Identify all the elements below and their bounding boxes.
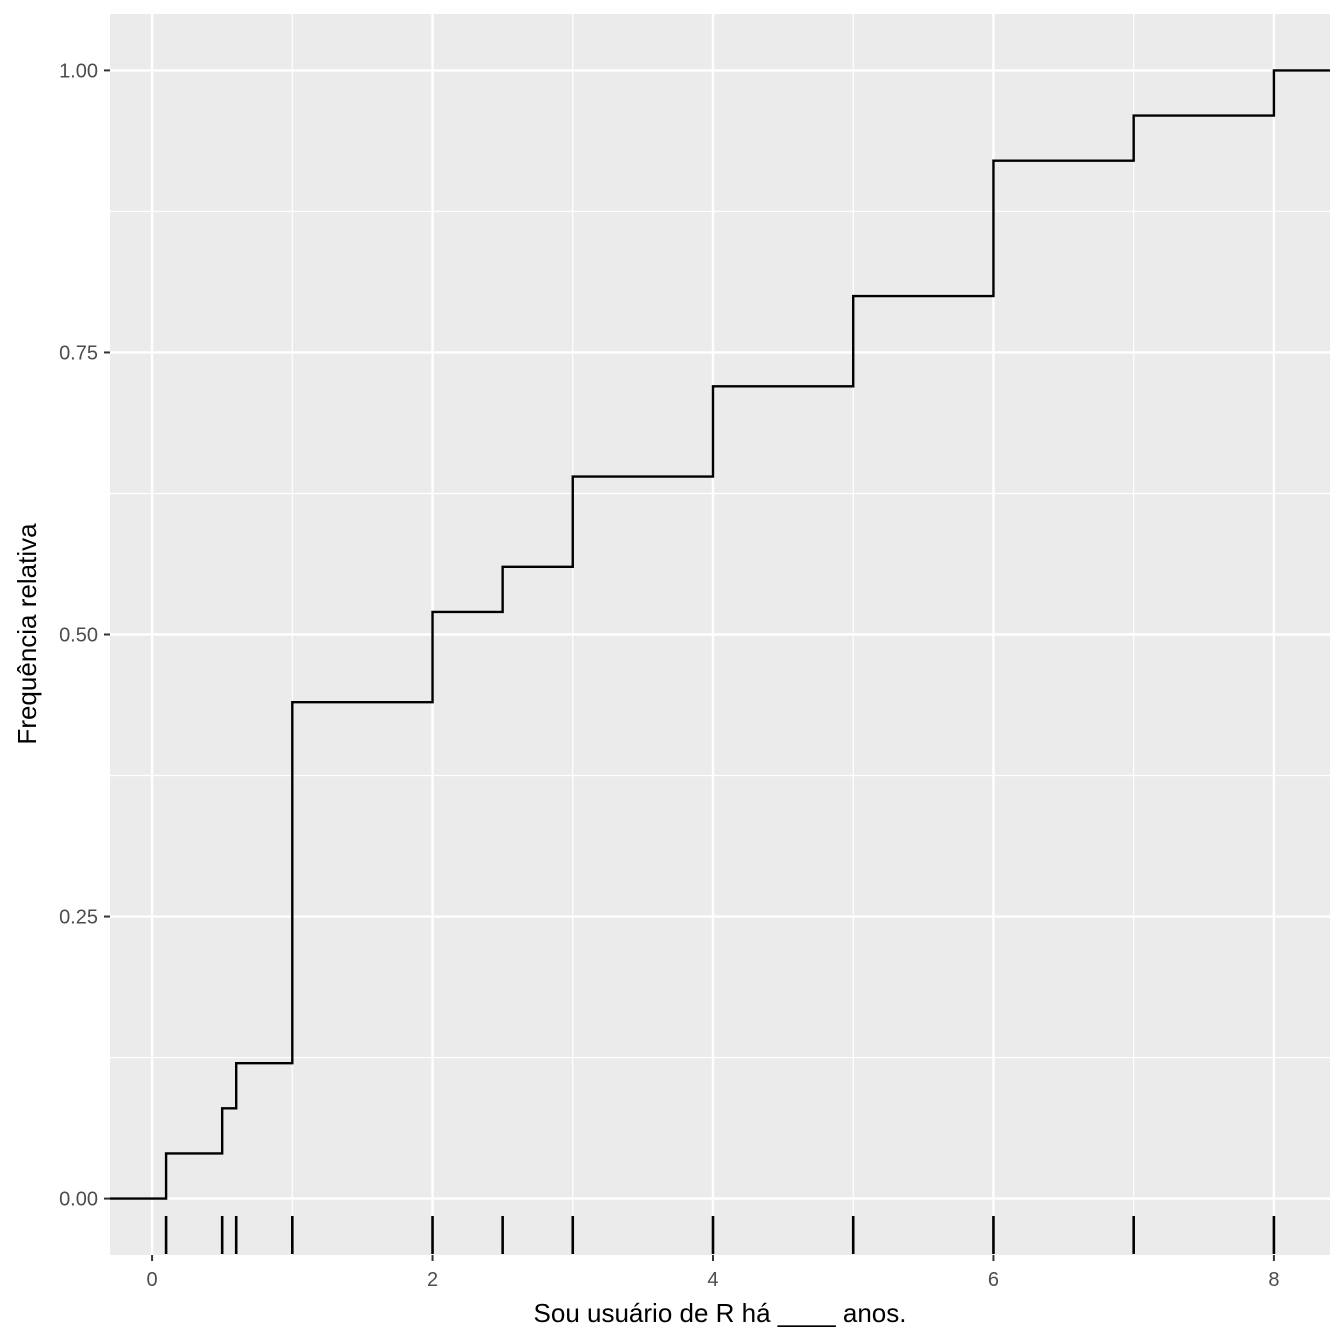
x-tick-label: 8 bbox=[1268, 1269, 1279, 1291]
y-axis-title: Frequência relativa bbox=[12, 523, 42, 745]
rug-marks bbox=[164, 1216, 1276, 1254]
y-tick-label: 0.75 bbox=[59, 342, 98, 364]
y-tick-label: 0.25 bbox=[59, 907, 98, 929]
x-axis-title: Sou usuário de R há ____ anos. bbox=[534, 1298, 907, 1328]
y-axis: 0.00 0.25 0.50 0.75 1.00 bbox=[59, 60, 110, 1211]
x-axis: 0 2 4 6 8 bbox=[147, 1255, 1279, 1291]
x-tick-label: 2 bbox=[427, 1269, 438, 1291]
y-tick-label: 0.00 bbox=[59, 1189, 98, 1211]
y-tick-label: 1.00 bbox=[59, 60, 98, 82]
x-tick-label: 6 bbox=[988, 1269, 999, 1291]
y-tick-label: 0.50 bbox=[59, 625, 98, 647]
ecdf-line-group bbox=[110, 69, 1330, 1200]
x-tick-label: 0 bbox=[147, 1269, 158, 1291]
ecdf-step-line bbox=[110, 69, 1330, 1200]
x-tick-label: 4 bbox=[707, 1269, 718, 1291]
